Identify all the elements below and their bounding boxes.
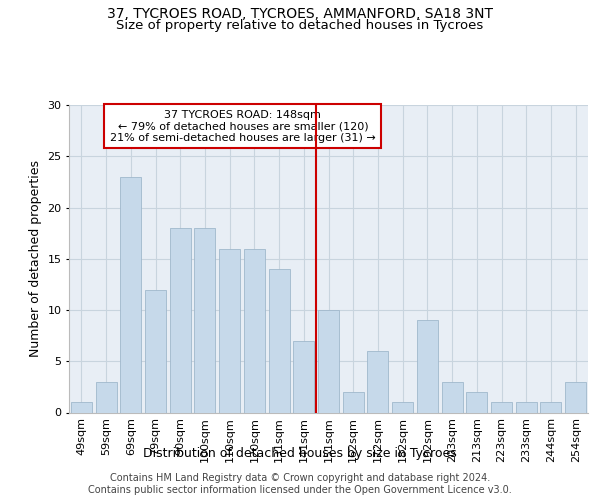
Y-axis label: Number of detached properties: Number of detached properties [29, 160, 41, 357]
Text: 37, TYCROES ROAD, TYCROES, AMMANFORD, SA18 3NT: 37, TYCROES ROAD, TYCROES, AMMANFORD, SA… [107, 8, 493, 22]
Text: Distribution of detached houses by size in Tycroes: Distribution of detached houses by size … [143, 448, 457, 460]
Bar [318, 310, 339, 412]
Bar [442, 382, 463, 412]
Bar [244, 248, 265, 412]
Bar [269, 269, 290, 412]
Bar [170, 228, 191, 412]
Bar [516, 402, 537, 412]
Bar [541, 402, 562, 412]
Bar [343, 392, 364, 412]
Bar [417, 320, 438, 412]
Text: Size of property relative to detached houses in Tycroes: Size of property relative to detached ho… [116, 18, 484, 32]
Bar [194, 228, 215, 412]
Bar [491, 402, 512, 412]
Bar [95, 382, 116, 412]
Bar [367, 351, 388, 412]
Bar [145, 290, 166, 412]
Bar [219, 248, 240, 412]
Bar [71, 402, 92, 412]
Text: Contains HM Land Registry data © Crown copyright and database right 2024.
Contai: Contains HM Land Registry data © Crown c… [88, 474, 512, 495]
Bar [120, 177, 141, 412]
Bar [293, 341, 314, 412]
Text: 37 TYCROES ROAD: 148sqm
← 79% of detached houses are smaller (120)
21% of semi-d: 37 TYCROES ROAD: 148sqm ← 79% of detache… [110, 110, 376, 143]
Bar [466, 392, 487, 412]
Bar [392, 402, 413, 412]
Bar [565, 382, 586, 412]
